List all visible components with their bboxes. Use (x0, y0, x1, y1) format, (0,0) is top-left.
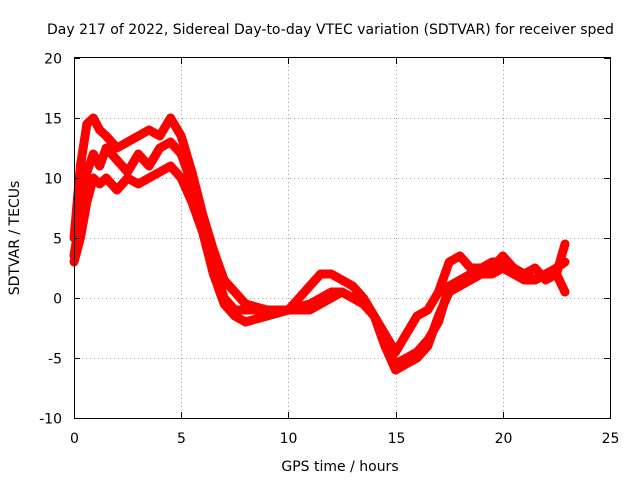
x-tick-label: 20 (495, 431, 513, 447)
x-tick-label: 10 (280, 431, 298, 447)
x-tick-label: 25 (602, 431, 620, 447)
y-tick-label: 15 (44, 112, 62, 128)
y-tick-label: 10 (44, 172, 62, 188)
y-axis-label: SDTVAR / TECUs (7, 181, 23, 296)
x-tick-label: 5 (177, 431, 186, 447)
y-tick-label: 5 (53, 232, 62, 248)
x-tick-label: 15 (388, 431, 406, 447)
chart-title: Day 217 of 2022, Sidereal Day-to-day VTE… (47, 22, 614, 38)
chart-background (0, 0, 640, 480)
y-tick-label: 0 (53, 292, 62, 308)
x-axis-label: GPS time / hours (281, 459, 398, 475)
y-tick-label: -10 (39, 412, 62, 428)
y-tick-label: 20 (44, 52, 62, 68)
y-tick-label: -5 (48, 352, 62, 368)
sdtvar-chart: 0 5 10 15 20 25 -10 -5 0 5 10 15 20 Day 217 of 2022,… (0, 0, 640, 480)
x-tick-label: 0 (70, 431, 79, 447)
